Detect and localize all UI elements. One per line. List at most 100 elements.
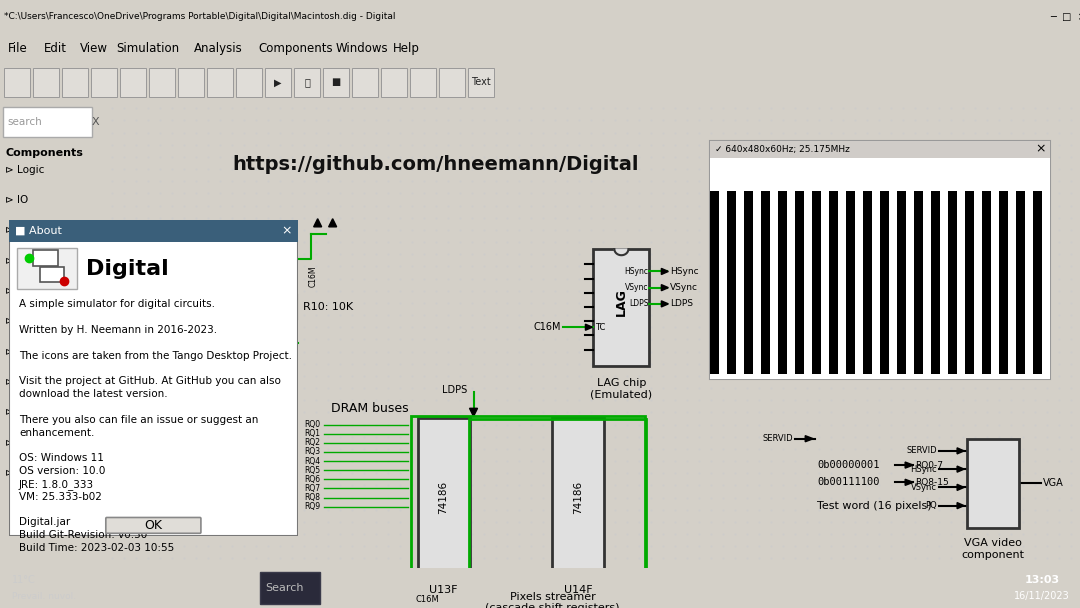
Text: RQ0-7: RQ0-7	[915, 461, 943, 469]
Bar	[438, 67, 465, 97]
Text: TC: TC	[595, 323, 606, 332]
Text: Components: Components	[258, 41, 333, 55]
Bar	[838, 192, 847, 374]
Polygon shape	[281, 340, 291, 347]
Bar	[719, 192, 727, 374]
Polygon shape	[661, 301, 669, 307]
Text: HSync: HSync	[671, 267, 699, 276]
Text: Text: Text	[471, 77, 491, 88]
Text: RQ5: RQ5	[305, 466, 321, 475]
Bar	[812, 192, 821, 374]
Bar	[711, 192, 719, 374]
Bar	[1041, 192, 1050, 374]
Bar	[914, 192, 922, 374]
Text: SI D: SI D	[258, 339, 278, 348]
Bar	[821, 192, 829, 374]
Text: ⏭: ⏭	[305, 77, 310, 88]
Bar	[872, 192, 880, 374]
Bar	[410, 416, 646, 587]
Bar	[931, 192, 940, 374]
Polygon shape	[470, 409, 477, 416]
Text: 16/11/2023: 16/11/2023	[1014, 591, 1070, 601]
Text: There you also can file an issue or suggest an: There you also can file an issue or sugg…	[19, 415, 258, 425]
Text: SERVID: SERVID	[906, 446, 937, 455]
Text: VSync: VSync	[625, 283, 648, 292]
Text: ×: ×	[1036, 143, 1047, 156]
Text: ⊳ Arithmetic: ⊳ Arithmetic	[5, 347, 71, 357]
Text: ⊳ Switches: ⊳ Switches	[5, 377, 64, 387]
Polygon shape	[957, 485, 964, 491]
Polygon shape	[615, 249, 629, 255]
Text: LAG chip: LAG chip	[597, 378, 646, 388]
Text: The icons are taken from the Tango Desktop Project.: The icons are taken from the Tango Deskt…	[19, 350, 292, 361]
Text: ■: ■	[332, 77, 340, 88]
Text: Digital.jar: Digital.jar	[19, 517, 70, 528]
Text: VSync: VSync	[671, 283, 699, 292]
Bar	[922, 192, 931, 374]
Bar	[1034, 192, 1041, 374]
Bar	[948, 192, 957, 374]
Text: Pixels streamer: Pixels streamer	[510, 592, 595, 602]
Text: ⊳ Wires: ⊳ Wires	[5, 226, 46, 235]
Text: R10: 10K: R10: 10K	[302, 302, 353, 312]
Text: File: File	[8, 41, 28, 55]
Text: X: X	[92, 117, 99, 126]
Bar	[62, 67, 87, 97]
Bar	[237, 67, 262, 97]
Bar	[999, 192, 1008, 374]
Bar	[770, 192, 779, 374]
Text: LDPS: LDPS	[443, 385, 468, 395]
Bar	[593, 249, 649, 366]
Bar	[906, 192, 914, 374]
Text: RQ0: RQ0	[305, 420, 321, 429]
Text: *C:\Users\Francesco\OneDrive\Programs Portable\Digital\Digital\Macintosh.dig - D: *C:\Users\Francesco\OneDrive\Programs Po…	[4, 12, 395, 21]
Bar	[795, 192, 804, 374]
Text: 0b00111100: 0b00111100	[818, 477, 880, 487]
Bar	[410, 67, 436, 97]
Text: Help: Help	[393, 41, 420, 55]
Polygon shape	[661, 285, 669, 291]
Bar	[957, 192, 966, 374]
Text: ⊳ Custom: ⊳ Custom	[5, 468, 57, 478]
Text: Build Time: 2023-02-03 10:55: Build Time: 2023-02-03 10:55	[19, 543, 174, 553]
Text: Clock (W5): Clock (W5)	[200, 254, 260, 264]
Text: ⊳ Memory: ⊳ Memory	[5, 316, 59, 326]
Text: RQ4: RQ4	[305, 457, 321, 466]
Text: ─  □  ×: ─ □ ×	[1050, 12, 1080, 22]
Text: Windows: Windows	[336, 41, 389, 55]
Bar	[982, 192, 990, 374]
Bar	[829, 192, 838, 374]
Text: Written by H. Neemann in 2016-2023.: Written by H. Neemann in 2016-2023.	[19, 325, 217, 335]
Polygon shape	[806, 436, 813, 442]
Bar	[352, 67, 378, 97]
Text: ⊳ Library: ⊳ Library	[5, 438, 54, 447]
Polygon shape	[313, 219, 322, 227]
Bar	[149, 67, 175, 97]
Text: C16M: C16M	[416, 595, 440, 604]
Bar	[9, 220, 298, 242]
Text: ⊳ Flip-Flops: ⊳ Flip-Flops	[5, 286, 67, 296]
Text: Visit the project at GitHub. At GitHub you can also: Visit the project at GitHub. At GitHub y…	[19, 376, 281, 386]
Bar	[207, 67, 233, 97]
Polygon shape	[328, 219, 337, 227]
Text: ⊳ Misc.: ⊳ Misc.	[5, 407, 43, 417]
Text: VGA video: VGA video	[964, 538, 1022, 548]
Text: Simulation: Simulation	[116, 41, 179, 55]
Bar	[178, 67, 204, 97]
Bar	[418, 418, 470, 576]
Bar	[1025, 192, 1034, 374]
Bar	[120, 67, 146, 97]
Bar	[285, 295, 297, 319]
Text: RQ6: RQ6	[305, 475, 321, 484]
Text: ⊳ IO: ⊳ IO	[5, 195, 28, 205]
Text: JRE: 1.8.0_333: JRE: 1.8.0_333	[19, 479, 94, 490]
Bar	[33, 67, 59, 97]
Text: Build Git-Revision: v0.30: Build Git-Revision: v0.30	[19, 530, 147, 541]
Text: search: search	[8, 117, 42, 126]
Text: RQ9: RQ9	[305, 502, 321, 511]
Bar	[1008, 192, 1016, 374]
Text: RQ8-15: RQ8-15	[915, 478, 949, 487]
Text: VGA: VGA	[1043, 478, 1064, 488]
Polygon shape	[905, 479, 914, 485]
Bar	[990, 192, 999, 374]
